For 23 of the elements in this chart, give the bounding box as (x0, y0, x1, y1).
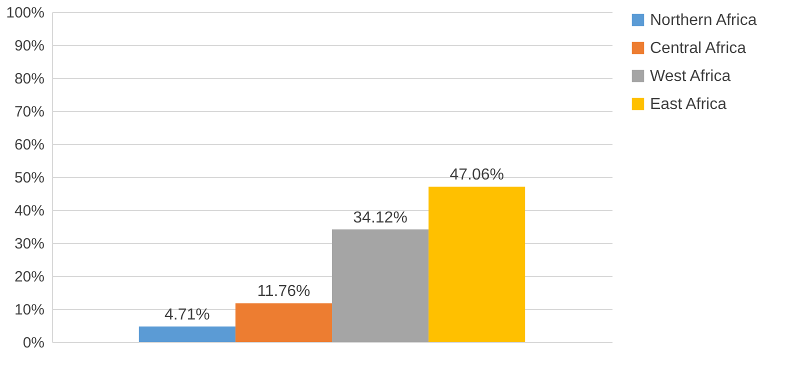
legend-label: Northern Africa (650, 12, 757, 29)
y-tick-label: 20% (14, 268, 44, 286)
data-label: 4.71% (164, 306, 210, 324)
y-tick-label: 90% (14, 38, 44, 54)
y-tick-label: 70% (14, 104, 44, 120)
bar (235, 303, 332, 342)
y-tick-label: 50% (14, 170, 44, 186)
bar (138, 326, 236, 342)
y-tick-label: 40% (14, 202, 44, 220)
y-tick-label: 0% (22, 334, 44, 352)
y-tick-label: 10% (14, 302, 44, 318)
legend-label: East Africa (650, 96, 727, 113)
bar (428, 186, 526, 342)
y-tick-label: 30% (14, 236, 44, 252)
bar (332, 229, 429, 342)
legend-label: Central Africa (650, 40, 746, 57)
data-label: 47.06% (450, 166, 504, 184)
legend-label: West Africa (650, 68, 731, 85)
y-tick-label: 100% (6, 4, 44, 22)
y-tick-label: 80% (14, 70, 44, 88)
data-label: 34.12% (353, 209, 408, 226)
y-tick-label: 60% (14, 136, 44, 154)
data-label: 11.76% (257, 283, 310, 300)
